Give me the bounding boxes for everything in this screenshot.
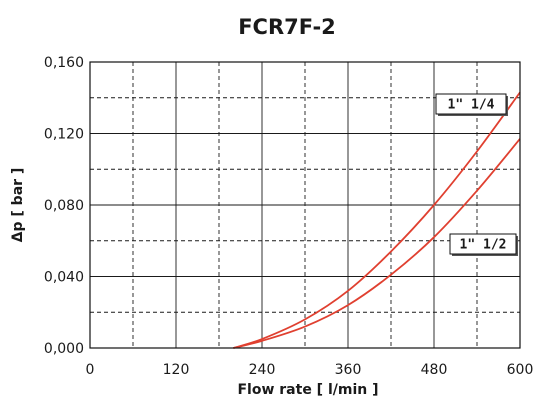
y-tick-label: 0,040 [44, 270, 84, 286]
chart-title: FCR7F-2 [238, 15, 336, 39]
y-tick-label: 0,160 [44, 55, 84, 71]
series-line [233, 138, 521, 349]
x-axis-label: Flow rate [ l/min ] [237, 382, 378, 398]
series-lines [233, 91, 521, 349]
series-labels: 1" 1/4 1" 1/2 [435, 93, 518, 256]
x-tick-label: 0 [86, 362, 95, 378]
series-label-box [449, 233, 517, 255]
x-tick-label: 480 [421, 362, 448, 378]
x-tick-label: 120 [163, 362, 190, 378]
series-label-text: 1" 1/4 [448, 98, 495, 113]
series-label-box [435, 93, 507, 115]
y-axis-label: Δp [ bar ] [10, 168, 26, 243]
plot-frame [89, 61, 521, 349]
x-tick-label: 360 [335, 362, 362, 378]
series-line [233, 91, 521, 349]
y-tick-label: 0,080 [44, 198, 84, 214]
x-tick-label: 240 [249, 362, 276, 378]
axis-ticks: 0 120 240 360 480 600 0,000 0,040 0,080 0,120 0,16… [44, 55, 533, 378]
series-label: 1" 1/2 [449, 233, 518, 256]
series-label: 1" 1/4 [435, 93, 508, 116]
series-label-text: 1" 1/2 [460, 238, 507, 253]
y-tick-label: 0,000 [44, 341, 84, 357]
y-tick-label: 0,120 [44, 127, 84, 143]
x-tick-label: 600 [507, 362, 534, 378]
